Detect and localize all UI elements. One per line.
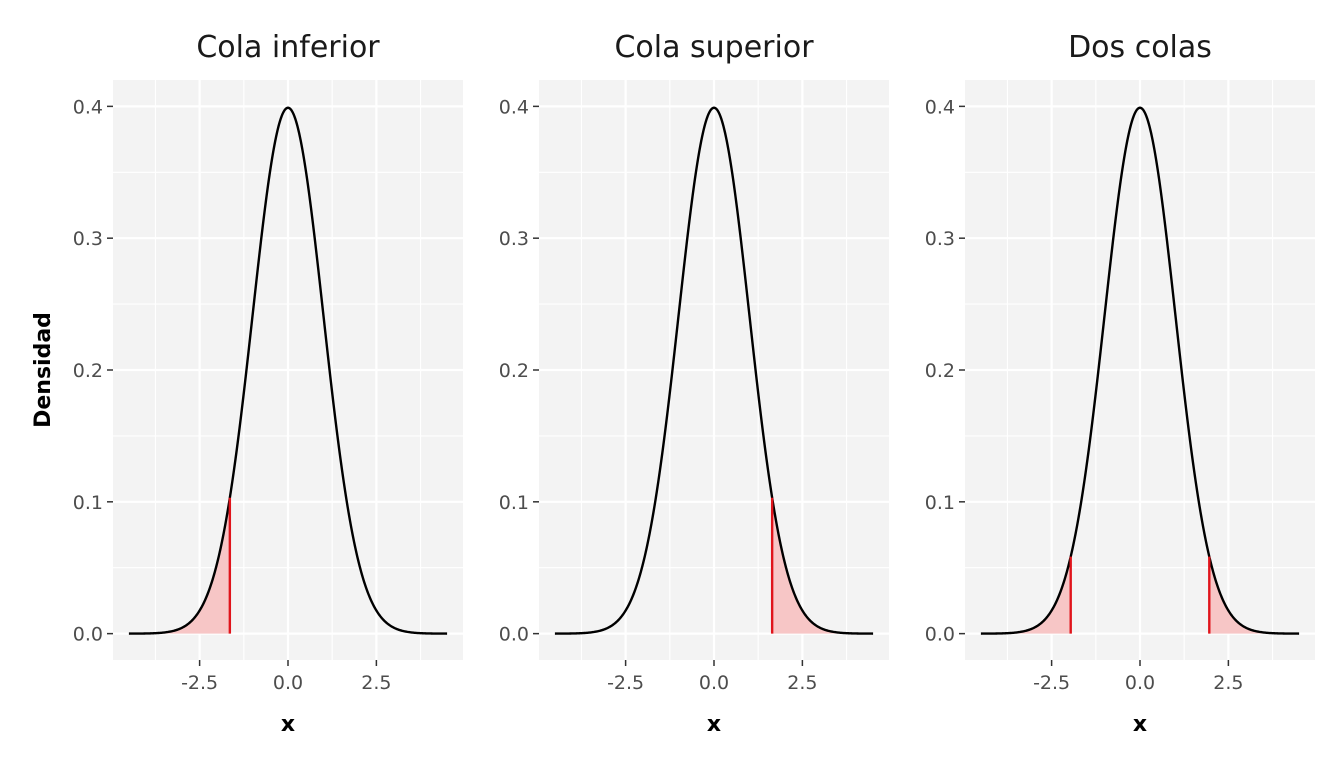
panel-1-density-curve xyxy=(128,106,448,635)
panel-3-density-curve xyxy=(980,106,1300,635)
panel-1-y-tick-label: 0.2 xyxy=(73,360,103,382)
panel-2-tail-area-1 xyxy=(772,497,874,634)
panel-2-y-tick-label: 0.4 xyxy=(499,96,529,118)
panel-3-x-axis-title: x xyxy=(1133,712,1147,737)
panel-3-x-tick-label: 0.0 xyxy=(1125,672,1155,694)
panel-1-x-tick-label: 0.0 xyxy=(273,672,303,694)
panel-2-title: Cola superior xyxy=(614,30,814,65)
panel-2-x-tick-label: 0.0 xyxy=(699,672,729,694)
panel-2-x-tick-label: 2.5 xyxy=(787,672,817,694)
panel-2-y-tick-label: 0.1 xyxy=(499,492,529,514)
panel-1-y-tick-label: 0.1 xyxy=(73,492,103,514)
panel-2-x-axis-title: x xyxy=(707,712,721,737)
panel-2-y-tick-label: 0.2 xyxy=(499,360,529,382)
panel-3-tail-area-1 xyxy=(980,556,1071,634)
panel-1-x-tick-label: -2.5 xyxy=(181,672,218,694)
panel-3-y-tick-label: 0.1 xyxy=(925,492,955,514)
panel-2: 0.0 0.1 0.2 0.3 0.4 -2.5 0.0 2.5 Cola superior x xyxy=(499,30,889,737)
panel-1-title: Cola inferior xyxy=(196,30,380,65)
panel-3-title: Dos colas xyxy=(1068,30,1212,65)
panel-1-tail-area-1 xyxy=(128,497,230,634)
panel-2-density-curve xyxy=(554,106,874,635)
panel-2-y-tick-label: 0.0 xyxy=(499,624,529,646)
panel-3-x-tick-label: 2.5 xyxy=(1213,672,1243,694)
panel-2-y-tick-label: 0.3 xyxy=(499,228,529,250)
panel-1-y-tick-label: 0.3 xyxy=(73,228,103,250)
panel-3-x-tick-label: -2.5 xyxy=(1033,672,1070,694)
panel-1-y-tick-label: 0.4 xyxy=(73,96,103,118)
y-axis-title: Densidad xyxy=(31,312,56,428)
panel-3-y-tick-label: 0.4 xyxy=(925,96,955,118)
panel-3: 0.0 0.1 0.2 0.3 0.4 -2.5 0.0 2.5 Dos colas x xyxy=(925,30,1315,737)
panel-1-x-axis-title: x xyxy=(281,712,295,737)
panel-3-y-tick-label: 0.2 xyxy=(925,360,955,382)
panel-3-y-tick-label: 0.0 xyxy=(925,624,955,646)
panel-3-tail-area-2 xyxy=(1209,556,1300,634)
panel-3-y-tick-label: 0.3 xyxy=(925,228,955,250)
panel-1-y-tick-label: 0.0 xyxy=(73,624,103,646)
panel-1-x-tick-label: 2.5 xyxy=(361,672,391,694)
panel-1: 0.0 0.1 0.2 0.3 0.4 -2.5 0.0 2.5 Cola inferior x xyxy=(73,30,463,737)
panel-2-x-tick-label: -2.5 xyxy=(607,672,644,694)
